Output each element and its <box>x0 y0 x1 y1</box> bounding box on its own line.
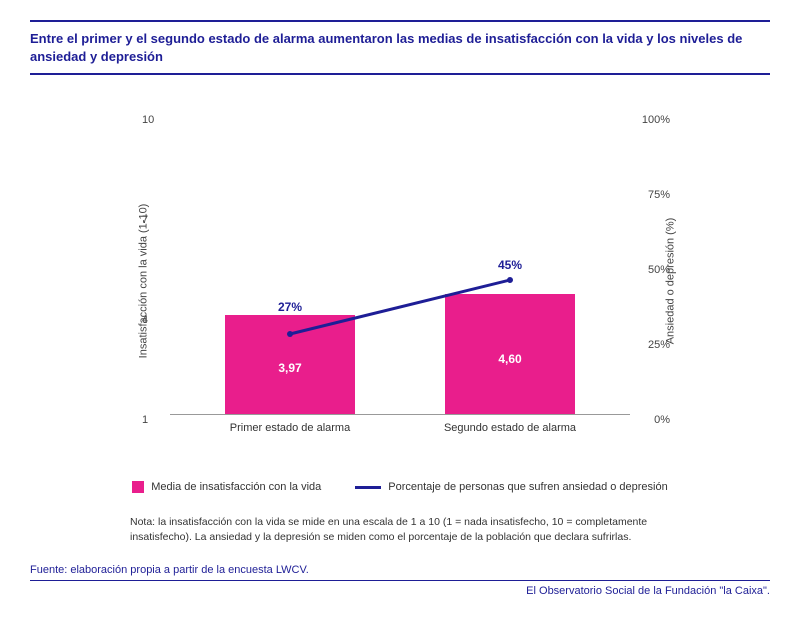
yl-tick: 7 <box>142 214 148 226</box>
plot-region: 1 4 7 10 0% 25% 50% 75% 100% 3,97 4,60 P… <box>170 115 630 415</box>
legend-line-label: Porcentaje de personas que sufren ansied… <box>388 481 667 493</box>
line-value-label: 45% <box>480 258 540 272</box>
yr-tick: 75% <box>634 189 670 201</box>
yr-tick: 0% <box>634 414 670 426</box>
source-line: Fuente: elaboración propia a partir de l… <box>30 558 770 581</box>
credit-line: El Observatorio Social de la Fundación "… <box>30 585 770 597</box>
line-value-label: 27% <box>260 300 320 314</box>
legend-swatch-bar <box>132 481 144 493</box>
yr-tick: 50% <box>634 264 670 276</box>
yl-tick: 4 <box>142 314 148 326</box>
legend-swatch-line <box>355 486 381 489</box>
y-left-axis-label: Insatisfacción con la vida (1-10) <box>137 204 149 359</box>
chart-area: Insatisfacción con la vida (1-10) Ansied… <box>60 95 740 455</box>
yr-tick: 25% <box>634 339 670 351</box>
legend: Media de insatisfacción con la vida Porc… <box>30 481 770 493</box>
chart-note: Nota: la insatisfacción con la vida se m… <box>130 515 710 544</box>
yl-tick: 10 <box>142 114 154 126</box>
legend-bar: Media de insatisfacción con la vida <box>132 481 321 493</box>
legend-bar-label: Media de insatisfacción con la vida <box>151 481 321 493</box>
chart-title: Entre el primer y el segundo estado de a… <box>30 20 770 75</box>
line-series <box>170 115 630 414</box>
yr-tick: 100% <box>634 114 670 126</box>
x-category: Primer estado de alarma <box>205 422 375 434</box>
yl-tick: 1 <box>142 414 148 426</box>
legend-line: Porcentaje de personas que sufren ansied… <box>355 481 667 493</box>
y-right-axis-label: Ansiedad o depresión (%) <box>665 218 677 345</box>
x-category: Segundo estado de alarma <box>425 422 595 434</box>
